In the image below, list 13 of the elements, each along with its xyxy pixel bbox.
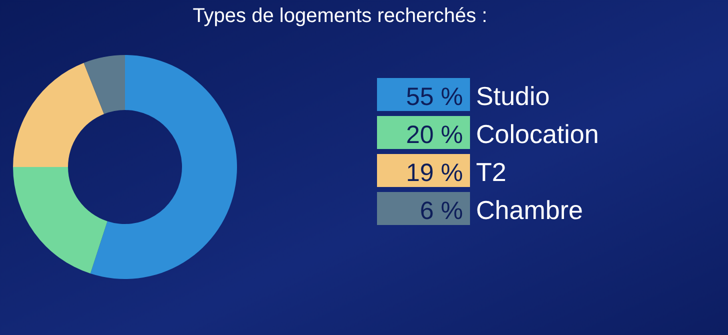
- legend-label: T2: [476, 157, 506, 187]
- chart-title: Types de logements recherchés :: [192, 5, 488, 27]
- data-label: 55 %: [406, 83, 463, 111]
- legend-label: Studio: [476, 81, 550, 111]
- donut-slice: [90, 55, 237, 279]
- donut-slice: [13, 167, 108, 274]
- legend-label: Colocation: [476, 119, 599, 149]
- data-label: 6 %: [420, 197, 463, 225]
- data-label: 20 %: [406, 121, 463, 149]
- data-label: 19 %: [406, 159, 463, 187]
- donut-slice: [84, 55, 125, 114]
- donut-slice: [13, 62, 104, 167]
- legend-label: Chambre: [476, 195, 583, 225]
